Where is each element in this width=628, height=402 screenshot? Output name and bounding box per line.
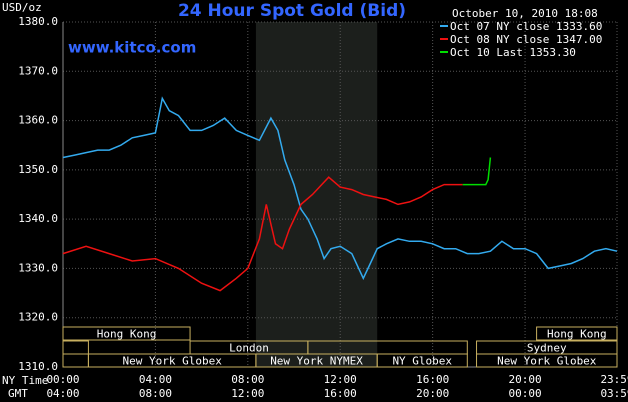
y-tick-label: 1340.0 [18, 212, 58, 225]
x-tick-label-gmt: 12:00 [231, 387, 264, 400]
x-tick-label: 04:00 [139, 373, 172, 386]
session-box [476, 353, 618, 368]
legend-swatch [440, 25, 448, 27]
session-label: New York Globex [497, 355, 597, 368]
line [62, 176, 463, 292]
y-axis-label: USD/oz [2, 1, 42, 14]
session-label: Sydney [527, 342, 567, 355]
legend-label: Oct 07 NY close 1333.60 [450, 20, 602, 33]
x-tick-label: 20:00 [508, 373, 541, 386]
session-label: New York NYMEX [270, 355, 363, 368]
session-label: NY Globex [392, 355, 452, 368]
y-tick-label: 1370.0 [18, 64, 58, 77]
y-tick-label: 1350.0 [18, 163, 58, 176]
legend-swatch [440, 51, 448, 53]
timestamp: October 10, 2010 18:08 [452, 7, 598, 20]
y-tick-label: 1360.0 [18, 114, 58, 127]
session-box [536, 326, 618, 341]
y-tick-label: 1380.0 [18, 15, 58, 28]
legend-swatch [440, 38, 448, 40]
session-box [376, 353, 468, 368]
x-tick-label: 16:00 [416, 373, 449, 386]
legend-label: Oct 08 NY close 1347.00 [450, 33, 602, 46]
session-label: Hong Kong [547, 328, 607, 341]
session-box [62, 353, 89, 368]
x-tick-label-gmt: 16:00 [324, 387, 357, 400]
x-tick-label: 08:00 [231, 373, 264, 386]
x-tick-label-gmt: 00:00 [508, 387, 541, 400]
x-tick-label-gmt: 20:00 [416, 387, 449, 400]
line [462, 157, 492, 186]
x-row-label: NY Time [2, 374, 48, 387]
x-row-label: GMT [8, 387, 28, 400]
y-tick-label: 1330.0 [18, 261, 58, 274]
x-tick-label: 12:00 [324, 373, 357, 386]
y-tick-label: 1310.0 [18, 360, 58, 373]
x-tick-label-gmt: 08:00 [139, 387, 172, 400]
legend-label: Oct 10 Last 1353.30 [450, 46, 576, 59]
shaded-region [255, 22, 378, 367]
x-tick-label-gmt: 03:59 [600, 387, 628, 400]
x-tick-label: 23:59 [600, 373, 628, 386]
website: www.kitco.com [68, 39, 196, 57]
line [62, 96, 618, 281]
session-label: London [229, 342, 269, 355]
session-box [62, 326, 191, 341]
session-label: Hong Kong [97, 328, 157, 341]
x-tick-label-gmt: 04:00 [46, 387, 79, 400]
y-tick-label: 1320.0 [18, 311, 58, 324]
x-tick-label: 00:00 [46, 373, 79, 386]
chart-title: 24 Hour Spot Gold (Bid) [178, 1, 406, 21]
session-label: New York Globex [122, 355, 222, 368]
session-box [62, 340, 89, 355]
